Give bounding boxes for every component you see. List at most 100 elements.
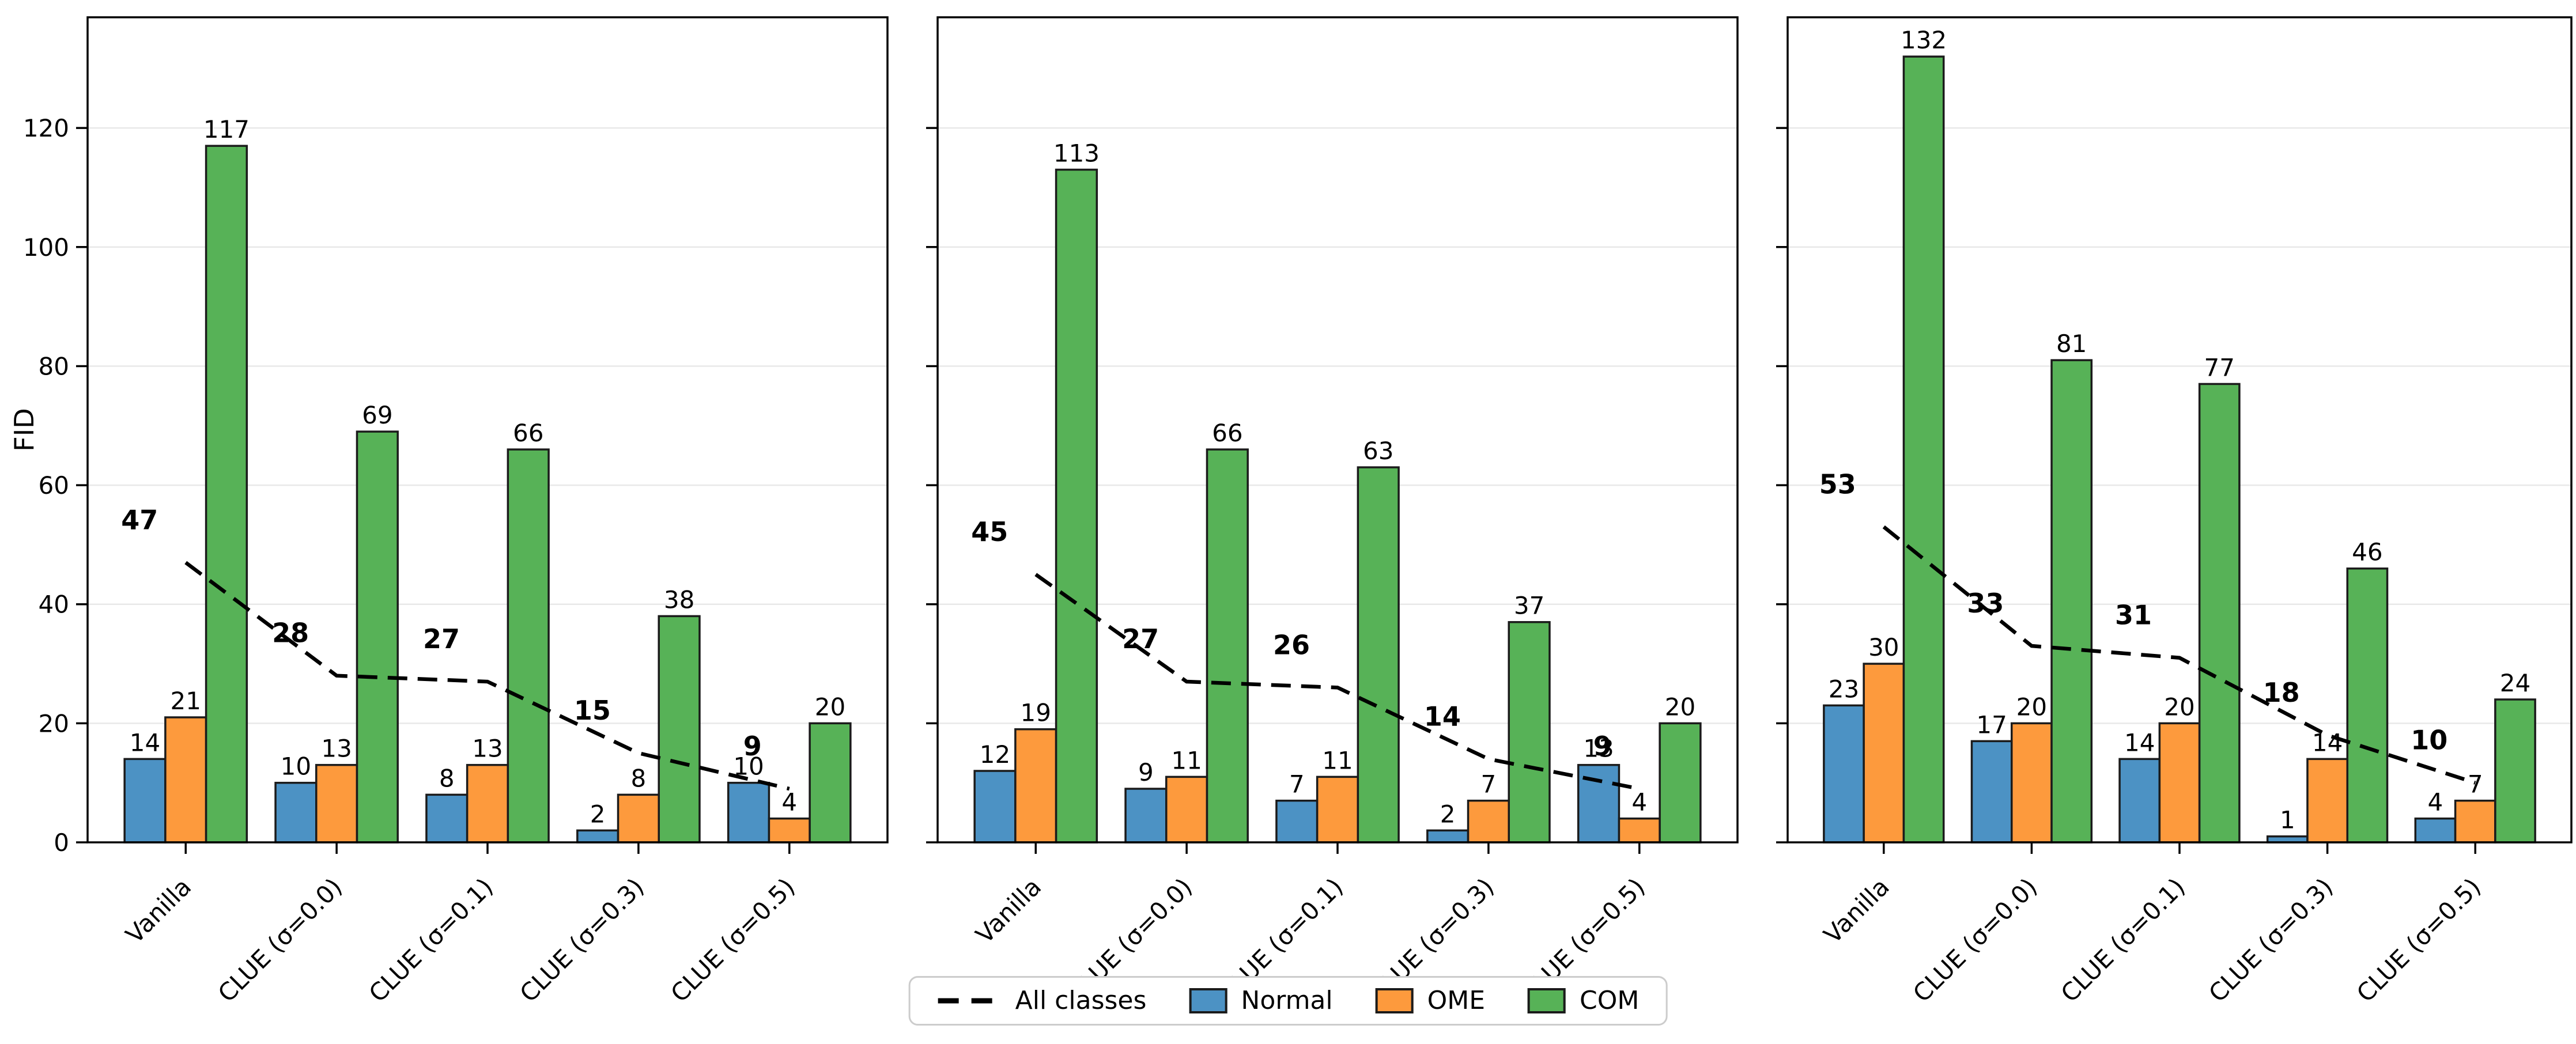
legend-item-com: COM xyxy=(1528,988,1639,1013)
dashed-line-icon xyxy=(938,998,1000,1004)
bar-normal xyxy=(2118,758,2161,843)
bar-value-label: 24 xyxy=(2500,669,2530,697)
bar-value-label: 20 xyxy=(1665,693,1695,721)
legend-item-ome: OME xyxy=(1375,988,1485,1013)
com-swatch-icon xyxy=(1528,988,1566,1013)
line-value-label: 10 xyxy=(2411,725,2447,756)
legend-label-all-classes: All classes xyxy=(1015,986,1147,1015)
bar-normal xyxy=(2414,817,2457,843)
x-tick-label: CLUE (σ=0.1) xyxy=(364,872,499,1008)
bar-value-label: 7 xyxy=(1289,770,1305,799)
legend: All classes Normal OME COM xyxy=(908,976,1668,1026)
bar-com xyxy=(1902,55,1945,843)
x-tick-label: CLUE (σ=0.3) xyxy=(514,872,649,1008)
bar-value-label: 17 xyxy=(1976,710,2007,739)
y-tick-label: 0 xyxy=(54,829,69,857)
bar-value-label: 11 xyxy=(1322,746,1353,774)
bar-value-label: 20 xyxy=(2164,693,2194,721)
bar-value-label: 2 xyxy=(590,800,606,828)
bar-com xyxy=(2050,359,2093,843)
line-value-label: 15 xyxy=(574,695,611,726)
bar-normal xyxy=(973,770,1017,843)
line-value-label: 33 xyxy=(1967,588,2004,619)
y-tick-label: 120 xyxy=(23,114,69,142)
x-tick-label: CLUE (σ=0.5) xyxy=(2351,872,2487,1008)
line-value-label: 27 xyxy=(423,623,460,655)
line-value-label: 31 xyxy=(2115,600,2152,631)
legend-item-normal: Normal xyxy=(1189,988,1333,1013)
bar-ome xyxy=(1014,728,1057,843)
line-value-label: 53 xyxy=(1819,468,1856,500)
legend-item-all-classes: All classes xyxy=(937,986,1147,1015)
bar-com xyxy=(2198,383,2241,843)
bar-value-label: 14 xyxy=(2124,728,2155,756)
bar-value-label: 81 xyxy=(2056,330,2087,358)
bar-normal xyxy=(123,758,167,843)
bar-com xyxy=(2494,698,2536,843)
bar-value-label: 10 xyxy=(281,752,311,781)
bar-normal xyxy=(274,781,318,843)
bar-value-label: 14 xyxy=(130,728,160,756)
bar-ome xyxy=(1467,799,1510,843)
bar-value-label: 1 xyxy=(2280,806,2295,834)
bar-normal xyxy=(425,793,469,843)
bar-ome xyxy=(2011,722,2053,843)
bar-value-label: 37 xyxy=(1514,592,1544,620)
line-value-label: 9 xyxy=(1593,731,1612,762)
bar-normal xyxy=(1970,740,2013,843)
bar-value-label: 7 xyxy=(1481,770,1497,799)
x-tick-label: CLUE (σ=0.3) xyxy=(2203,872,2339,1008)
x-tick-label: CLUE (σ=0.0) xyxy=(213,872,348,1008)
bar-ome xyxy=(1165,776,1208,843)
bar-ome xyxy=(768,817,811,843)
line-value-label: 28 xyxy=(272,618,309,649)
bar-value-label: 4 xyxy=(2428,788,2443,816)
line-value-label: 47 xyxy=(121,504,158,535)
normal-swatch-icon xyxy=(1189,988,1227,1013)
bar-normal xyxy=(1823,704,1865,843)
bar-value-label: 8 xyxy=(631,764,647,792)
line-value-label: 45 xyxy=(971,516,1008,547)
bar-value-label: 20 xyxy=(2016,693,2047,721)
bar-com xyxy=(2346,567,2389,843)
bar-com xyxy=(1055,168,1098,843)
bar-value-label: 38 xyxy=(664,585,694,614)
bar-value-label: 4 xyxy=(781,788,797,816)
all-classes-line xyxy=(1034,573,1640,791)
bar-value-label: 11 xyxy=(1171,746,1202,774)
bar-value-label: 46 xyxy=(2352,538,2382,566)
line-value-label: 27 xyxy=(1122,623,1159,655)
y-tick-label: 80 xyxy=(39,352,69,380)
x-tick-label: CLUE (σ=0.0) xyxy=(1908,872,2043,1008)
bar-normal xyxy=(1426,829,1470,843)
bar-com xyxy=(1508,621,1551,843)
bar-ome xyxy=(315,763,358,843)
all-classes-line xyxy=(1882,525,2476,785)
bar-value-label: 113 xyxy=(1053,139,1100,167)
x-tick-label: Vanilla xyxy=(120,872,197,949)
bar-value-label: 132 xyxy=(1901,26,1947,54)
bar-ome xyxy=(164,716,207,843)
bar-value-label: 77 xyxy=(2204,353,2235,381)
bar-ome xyxy=(2158,722,2201,843)
bar-value-label: 66 xyxy=(1212,419,1242,447)
bar-normal xyxy=(727,781,770,843)
bar-value-label: 63 xyxy=(1363,437,1393,465)
bar-value-label: 9 xyxy=(1138,758,1154,786)
bar-com xyxy=(1206,448,1249,843)
bar-value-label: 2 xyxy=(1440,800,1456,828)
bar-com xyxy=(507,448,550,843)
bar-value-label: 12 xyxy=(980,740,1010,769)
line-value-label: 9 xyxy=(743,731,762,762)
bar-value-label: 21 xyxy=(170,687,201,715)
y-tick-label: 40 xyxy=(39,591,69,619)
bar-value-label: 23 xyxy=(1829,675,1859,703)
legend-label-com: COM xyxy=(1580,986,1640,1015)
bar-value-label: 7 xyxy=(2468,770,2483,799)
bar-value-label: 19 xyxy=(1020,699,1051,727)
all-classes-line xyxy=(184,561,790,791)
line-value-label: 26 xyxy=(1273,629,1310,660)
